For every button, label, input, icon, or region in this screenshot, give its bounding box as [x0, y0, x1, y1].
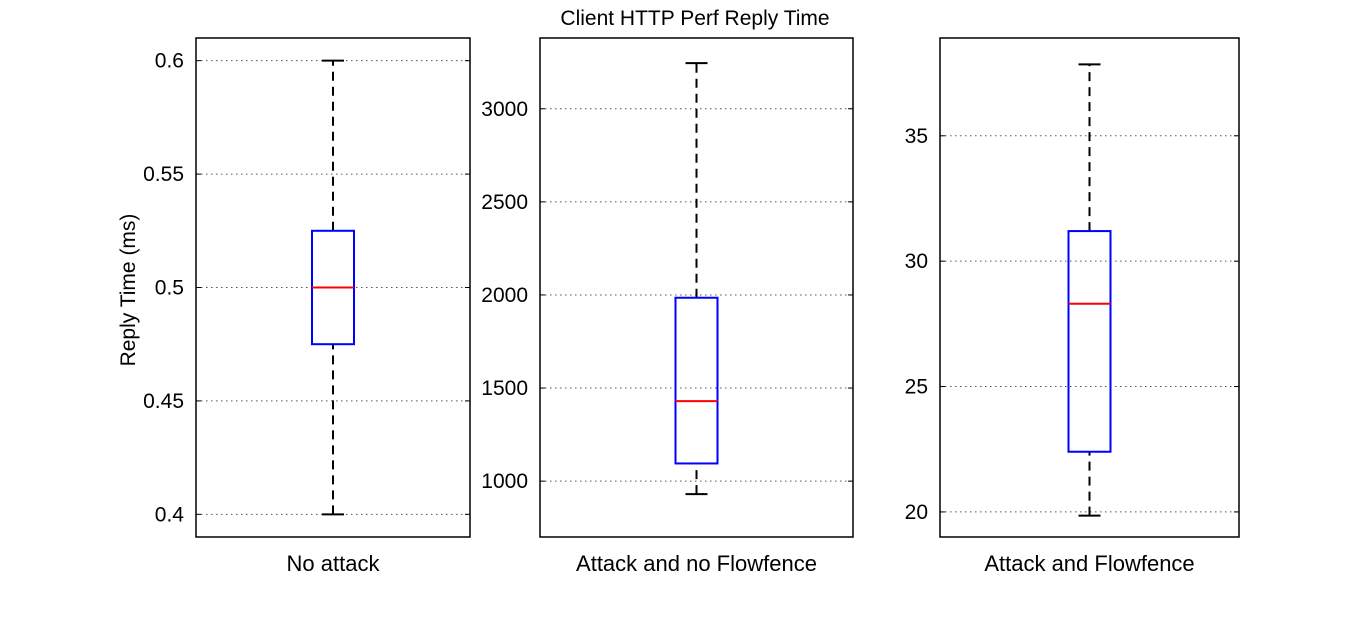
y-tick-label: 0.4	[155, 503, 185, 526]
chart-title: Client HTTP Perf Reply Time	[560, 7, 829, 30]
y-tick-label: 1500	[481, 377, 528, 400]
y-tick-label: 1000	[481, 470, 528, 493]
y-tick-label: 30	[905, 250, 928, 273]
axes-frame	[939, 37, 1240, 538]
y-tick-label: 0.55	[143, 163, 184, 186]
panel-2: 1000 1500 2000 2500 3000 Attack and no Flowfe…	[481, 37, 854, 576]
y-tick-label: 20	[905, 501, 928, 524]
iqr-box	[1067, 230, 1112, 453]
panel-1: 0.4 0.45 0.5 0.55 0.6 No attack	[143, 37, 471, 576]
y-tick-label: 3000	[481, 98, 528, 121]
y-axis-label: Reply Time (ms)	[117, 214, 140, 367]
y-tick-label: 2000	[481, 284, 528, 307]
y-tick-label: 0.6	[155, 50, 184, 73]
x-category-label: No attack	[287, 551, 381, 576]
y-tick-label: 2500	[481, 191, 528, 214]
axes-frame	[539, 37, 854, 538]
y-tick-label: 0.45	[143, 390, 184, 413]
panels: 0.4 0.45 0.5 0.55 0.6 No attack 1000 1500 2000 25…	[143, 37, 1240, 576]
y-tick-label: 0.5	[155, 277, 184, 300]
iqr-box	[674, 296, 719, 465]
x-category-label: Attack and Flowfence	[984, 551, 1194, 576]
x-category-label: Attack and no Flowfence	[576, 551, 817, 576]
y-tick-label: 35	[905, 125, 928, 148]
y-tick-label: 25	[905, 376, 928, 399]
axes-frame	[195, 37, 471, 538]
panel-3: 20 25 30 35 Attack and Flowfence	[905, 37, 1240, 576]
